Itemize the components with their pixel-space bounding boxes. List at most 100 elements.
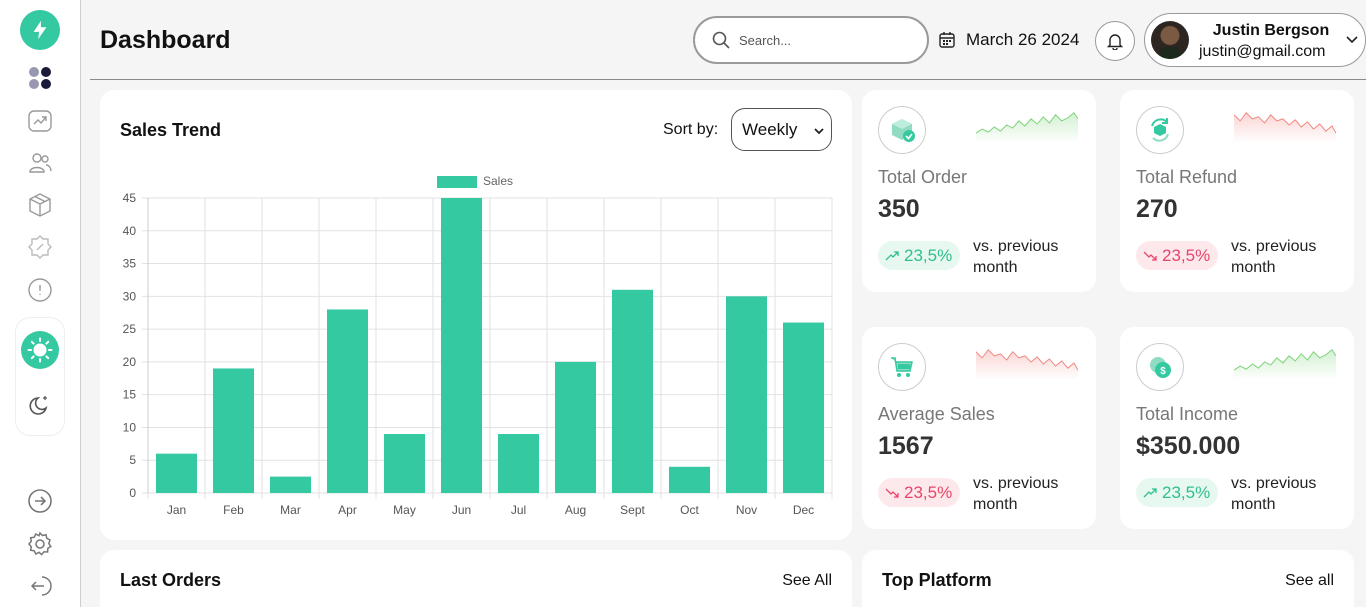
top-header: Dashboard March 26 2024 Justin Bergson j… <box>90 0 1366 80</box>
last-orders-see-all-link[interactable]: See All <box>782 572 832 589</box>
top-platform-card: Top Platform See all <box>862 550 1354 607</box>
box-icon[interactable] <box>27 192 53 218</box>
sales-trend-title: Sales Trend <box>120 120 222 140</box>
bar-aug <box>554 361 597 493</box>
avatar <box>1151 21 1189 59</box>
x-tick-label: Jul <box>511 503 526 517</box>
stat-card-total-order: Total Order 350 23,5% vs. previous month <box>862 90 1096 292</box>
change-badge: 23,5% <box>878 241 961 270</box>
user-email: justin@gmail.com <box>1199 43 1326 60</box>
trend-icon[interactable] <box>27 108 53 134</box>
x-tick-label: Sept <box>620 503 645 517</box>
change-badge: 23,5% <box>1136 241 1219 270</box>
bar-sept <box>611 289 654 493</box>
change-value: 23,5% <box>904 482 953 502</box>
x-tick-label: Oct <box>680 503 699 517</box>
info-icon[interactable] <box>27 277 53 303</box>
bar-may <box>383 434 426 493</box>
chevron-down-icon[interactable] <box>1345 32 1359 46</box>
user-menu[interactable]: Justin Bergson justin@gmail.com <box>1144 13 1366 67</box>
trend-up-icon <box>1142 485 1162 501</box>
dashboard-icon[interactable] <box>27 65 53 91</box>
bar-jun <box>440 198 483 493</box>
users-icon[interactable] <box>27 150 53 176</box>
stat-label: Total Income <box>1136 404 1239 424</box>
stat-label: Total Refund <box>1136 167 1238 187</box>
x-tick-label: Jan <box>167 503 186 517</box>
svg-text:$: $ <box>1160 366 1166 377</box>
y-tick-label: 20 <box>123 355 137 369</box>
stat-card-total-refund: Total Refund 270 23,5% vs. previous month <box>1120 90 1354 292</box>
badge-icon[interactable] <box>27 234 53 260</box>
bell-icon <box>1106 34 1124 50</box>
stat-value: 1567 <box>878 432 934 460</box>
search-box[interactable] <box>693 16 929 64</box>
stat-card-total-income: $ Total Income $350.000 23,5% vs. previous m… <box>1120 327 1354 529</box>
sidebar <box>0 0 81 607</box>
calendar-icon <box>939 32 955 48</box>
legend-label: Sales <box>483 174 513 188</box>
trend-up-icon <box>884 248 904 264</box>
sales-trend-card: Sales Trend Sort by: Weekly Sales 0 5 10 15 2… <box>100 90 852 540</box>
bar-oct <box>668 466 711 493</box>
x-tick-label: Dec <box>793 503 814 517</box>
bar-mar <box>269 476 312 493</box>
stat-label: Total Order <box>878 167 968 187</box>
bar-apr <box>326 309 369 493</box>
trend-down-icon <box>884 485 904 501</box>
x-tick-label: May <box>393 503 416 517</box>
notification-button[interactable] <box>1095 21 1135 61</box>
bar-dec <box>782 322 825 493</box>
bar-jan <box>155 453 198 493</box>
y-tick-label: 10 <box>123 420 137 434</box>
sparkline <box>976 111 1078 144</box>
y-tick-label: 25 <box>123 322 137 336</box>
theme-toggle <box>16 318 64 435</box>
date-display: March 26 2024 <box>938 30 1079 50</box>
change-value: 23,5% <box>904 245 953 265</box>
top-platform-title: Top Platform <box>882 570 992 590</box>
stat-label: Average Sales <box>878 404 995 424</box>
compare-text: vs. previous month <box>973 238 1059 276</box>
y-tick-label: 0 <box>129 486 136 500</box>
compare-text: vs. previous month <box>1231 238 1317 276</box>
change-badge: 23,5% <box>1136 478 1219 507</box>
stat-card-average-sales: Average Sales 1567 23,5% vs. previous month <box>862 327 1096 529</box>
settings-icon[interactable] <box>27 531 53 557</box>
box-check-icon <box>878 106 926 154</box>
moon-icon[interactable] <box>27 392 53 418</box>
x-tick-label: Apr <box>338 503 357 517</box>
top-platform-see-all-link[interactable]: See all <box>1285 572 1334 589</box>
y-tick-label: 15 <box>123 388 137 402</box>
last-orders-title: Last Orders <box>120 570 222 590</box>
sparkline <box>1234 348 1336 381</box>
y-tick-label: 30 <box>123 289 137 303</box>
trend-down-icon <box>1142 248 1162 264</box>
date-text: March 26 2024 <box>966 30 1080 49</box>
y-tick-label: 5 <box>129 453 136 467</box>
sales-bar-chart: Sales 0 5 10 15 20 25 30 35 40 45 Jan Feb Mar Apr May Ju… <box>123 174 833 517</box>
forward-icon[interactable] <box>27 488 53 514</box>
last-orders-card: Last Orders See All <box>100 550 852 607</box>
search-input[interactable] <box>739 32 909 48</box>
compare-text: vs. previous month <box>973 475 1059 513</box>
chart-legend: Sales <box>437 174 513 188</box>
stat-value: 350 <box>878 195 920 223</box>
logout-icon[interactable] <box>27 573 53 599</box>
bar-jul <box>497 434 540 493</box>
chevron-down-icon <box>814 128 824 135</box>
change-value: 23,5% <box>1162 482 1211 502</box>
bar-feb <box>212 368 255 493</box>
user-name: Justin Bergson <box>1212 22 1330 39</box>
bolt-logo-icon[interactable] <box>20 10 60 50</box>
y-tick-label: 40 <box>123 224 137 238</box>
legend-swatch <box>437 176 477 188</box>
sun-icon[interactable] <box>21 331 59 369</box>
y-tick-label: 35 <box>123 257 137 271</box>
sort-value: Weekly <box>742 119 798 139</box>
x-tick-label: Nov <box>736 503 757 517</box>
cart-icon <box>878 343 926 391</box>
x-tick-label: Feb <box>223 503 244 517</box>
sparkline <box>976 348 1078 381</box>
sort-select[interactable]: Weekly <box>731 108 832 151</box>
